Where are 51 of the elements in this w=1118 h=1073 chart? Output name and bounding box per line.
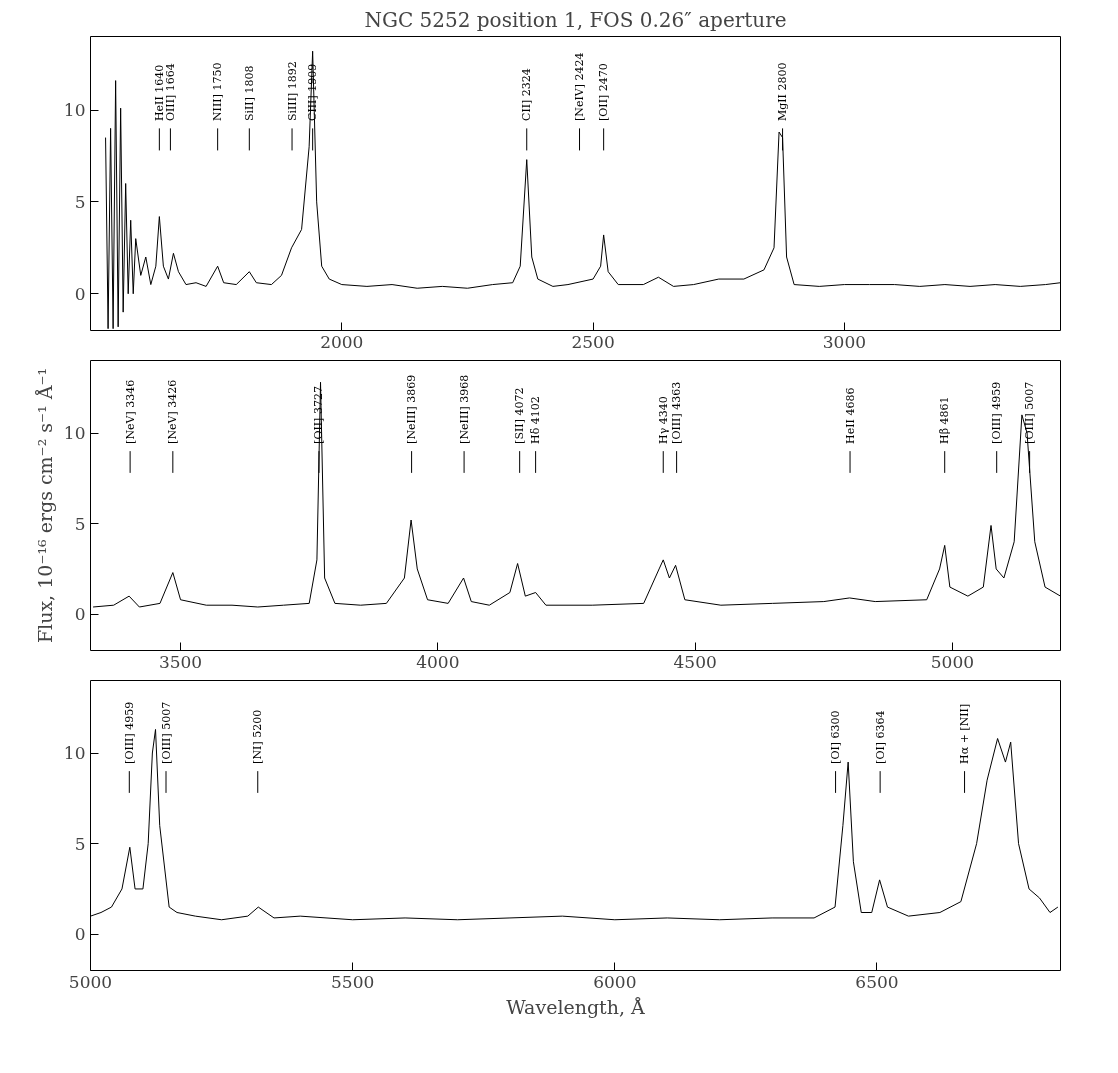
ref-line-label: [SII] 4072 (513, 387, 527, 444)
y-tick-label: 10 (63, 743, 86, 763)
y-tick-label: 0 (74, 283, 86, 304)
ref-line-label: HeII 4686 (843, 387, 857, 444)
ref-line-label: Hγ 4340 (656, 396, 670, 444)
ref-line-label: SiII] 1808 (242, 65, 256, 122)
ref-line-label: [NeIII] 3968 (457, 374, 471, 444)
x-tick-label: 3500 (158, 651, 203, 672)
y-tick-label: 5 (74, 513, 86, 534)
ref-line-label: [OIII] 4959 (990, 381, 1004, 444)
y-tick-label: 0 (74, 604, 86, 625)
x-tick-label: 4500 (673, 651, 717, 672)
y-tick-label: 5 (74, 191, 86, 212)
ref-line-label: [NeV] 3346 (123, 379, 137, 444)
ref-line-label: OIII] 1664 (163, 63, 177, 122)
x-tick-label: 2500 (571, 331, 615, 352)
ref-line-label: NIII] 1750 (211, 62, 225, 122)
ref-line-label: [OIII] 5007 (159, 701, 173, 764)
x-tick-label: 6500 (855, 971, 899, 992)
ref-line-label: [OII] 2470 (597, 63, 611, 122)
y-tick-label: 0 (74, 924, 86, 945)
chart-title: NGC 5252 position 1, FOS 0.26″ aperture (364, 7, 787, 32)
x-tick-label: 3000 (822, 331, 867, 352)
ref-line-label: [OI] 6364 (873, 710, 887, 764)
y-tick-label: 5 (74, 833, 86, 854)
ref-line-label: [NeIII] 3869 (405, 374, 419, 444)
ref-line-label: [OIII] 5007 (1023, 381, 1037, 444)
ref-line-label: [NeIV] 2424 (573, 52, 587, 122)
x-tick-label: 6000 (593, 971, 637, 992)
ref-line-label: CIII] 1909 (306, 63, 320, 122)
ref-line-label: SiIII] 1892 (285, 61, 299, 122)
x-tick-label: 5000 (68, 971, 113, 992)
ref-line-label: Hδ 4102 (529, 396, 543, 444)
x-tick-label: 4000 (416, 651, 460, 672)
x-tick-label: 2000 (320, 331, 364, 352)
y-tick-label: 10 (63, 100, 86, 120)
ref-line-label: CII] 2324 (520, 68, 534, 122)
x-tick-label: 5000 (930, 651, 975, 672)
ref-line-label: MgII 2800 (776, 62, 790, 122)
y-axis-title: Flux, 10⁻¹⁶ ergs cm⁻² s⁻¹ Å⁻¹ (33, 367, 56, 644)
x-tick-label: 5500 (331, 971, 375, 992)
ref-line-label: [NI] 5200 (251, 709, 265, 764)
ref-line-label: [OIII] 4363 (670, 381, 684, 444)
ref-line-label: HeII 1640 (152, 64, 166, 122)
ref-line-label: Hα + [NII] (958, 703, 972, 764)
ref-line-label: [OI] 6300 (829, 710, 843, 764)
x-axis-title: Wavelength, Å (506, 995, 646, 1018)
ref-line-label: Hβ 4861 (938, 396, 952, 444)
ref-line-label: [OIII] 4959 (122, 701, 136, 764)
ref-line-label: [NeV] 3426 (166, 379, 180, 444)
y-tick-label: 10 (63, 423, 86, 443)
